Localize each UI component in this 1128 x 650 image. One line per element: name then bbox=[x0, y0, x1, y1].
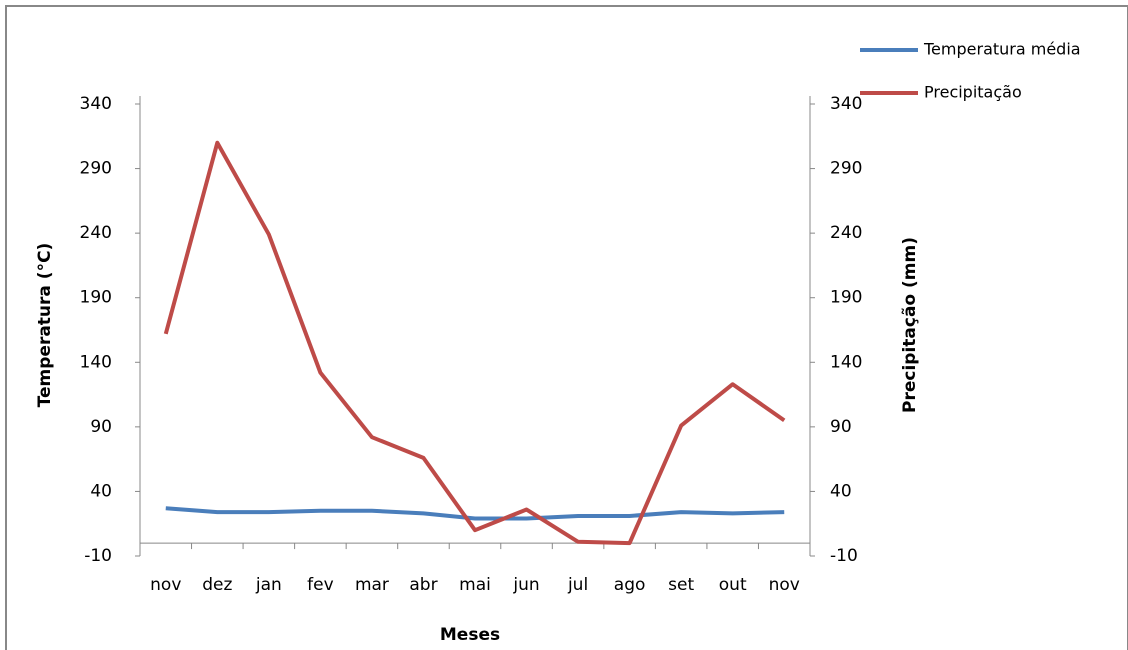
y-tick-label: -10 bbox=[84, 546, 112, 566]
x-tick-label: mai bbox=[459, 575, 491, 595]
y2-tick-label: 90 bbox=[830, 417, 852, 437]
x-tick-label: fev bbox=[307, 575, 334, 595]
chart-frame bbox=[5, 5, 1128, 650]
x-tick-label: jan bbox=[255, 575, 282, 595]
y2-tick-label: 40 bbox=[830, 481, 852, 501]
y2-tick-label: 190 bbox=[830, 288, 862, 308]
series-line bbox=[163, 140, 786, 546]
y-tick-label: 40 bbox=[90, 481, 112, 501]
y2-tick-label: -10 bbox=[830, 546, 858, 566]
y-axis-title: Temperatura (°C) bbox=[35, 243, 55, 408]
x-tick-label: set bbox=[668, 575, 694, 595]
x-tick-label: mar bbox=[355, 575, 389, 595]
legend-label: Temperatura média bbox=[923, 40, 1081, 59]
x-axis-title: Meses bbox=[440, 625, 500, 645]
y2-tick-label: 140 bbox=[830, 352, 862, 372]
y2-axis-title: Precipitação (mm) bbox=[900, 237, 920, 413]
series-line bbox=[165, 506, 785, 521]
y-tick-label: 340 bbox=[80, 94, 112, 114]
y-tick-label: 290 bbox=[80, 159, 112, 179]
x-tick-label: out bbox=[719, 575, 747, 595]
y-tick-label: 90 bbox=[90, 417, 112, 437]
y-tick-label: 140 bbox=[80, 352, 112, 372]
y2-tick-label: 240 bbox=[830, 223, 862, 243]
x-tick-label: nov bbox=[769, 575, 800, 595]
x-tick-label: nov bbox=[150, 575, 181, 595]
x-tick-label: abr bbox=[409, 575, 437, 595]
x-tick-label: jul bbox=[567, 575, 588, 595]
x-tick-label: jun bbox=[512, 575, 539, 595]
y-tick-label: 190 bbox=[80, 288, 112, 308]
y2-tick-label: 290 bbox=[830, 159, 862, 179]
legend-label: Precipitação bbox=[924, 83, 1022, 102]
x-tick-label: dez bbox=[202, 575, 232, 595]
y2-tick-label: 340 bbox=[830, 94, 862, 114]
y-tick-label: 240 bbox=[80, 223, 112, 243]
x-tick-label: ago bbox=[614, 575, 646, 595]
